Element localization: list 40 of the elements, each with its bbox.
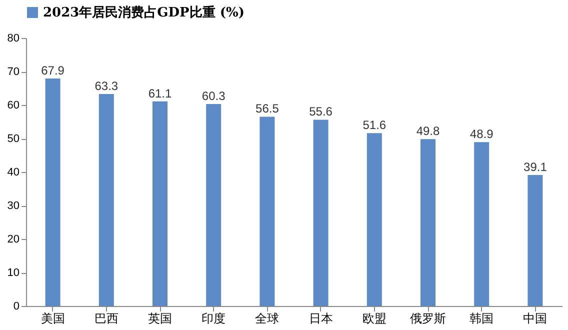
data-label: 63.3 [94, 78, 118, 93]
bar [98, 94, 114, 306]
bar [474, 142, 490, 306]
data-label: 55.6 [309, 104, 333, 119]
y-tick-label: 70 [7, 66, 20, 78]
bar [420, 139, 436, 306]
y-tick-label: 20 [7, 234, 20, 246]
x-tick-label: 欧盟 [362, 312, 386, 326]
x-tick-label: 印度 [202, 312, 226, 326]
y-tick-label: 0 [13, 300, 20, 312]
data-label: 48.9 [470, 127, 494, 142]
x-tick-label: 韩国 [470, 312, 494, 326]
x-tick-label: 全球 [255, 312, 280, 326]
data-label: 61.1 [148, 86, 172, 100]
x-tick-label: 英国 [148, 312, 172, 326]
data-label: 39.1 [524, 160, 548, 174]
bar [260, 116, 275, 306]
bar [366, 133, 382, 306]
legend-label: 2023年居民消费占GDP比重 (%) [43, 4, 245, 20]
y-tick-label: 30 [7, 200, 20, 212]
data-label: 56.5 [256, 102, 280, 116]
x-tick-label: 巴西 [94, 312, 118, 326]
data-label: 67.9 [41, 64, 65, 78]
bar [313, 120, 328, 306]
y-tick-label: 80 [7, 32, 20, 44]
bar [45, 78, 60, 306]
y-tick-label: 40 [7, 166, 20, 178]
bar [152, 101, 168, 306]
x-tick-label: 日本 [308, 312, 333, 326]
y-tick-label: 10 [7, 267, 20, 279]
data-label: 49.8 [416, 124, 440, 138]
data-label: 60.3 [202, 88, 226, 103]
data-label: 51.6 [362, 118, 386, 132]
bar [206, 104, 222, 306]
x-tick-label: 俄罗斯 [410, 312, 446, 326]
x-tick-label: 美国 [40, 312, 65, 326]
y-tick-label: 50 [7, 133, 20, 145]
x-tick-label: 中国 [523, 312, 548, 326]
y-tick-label: 60 [7, 100, 20, 112]
bar [528, 175, 543, 306]
